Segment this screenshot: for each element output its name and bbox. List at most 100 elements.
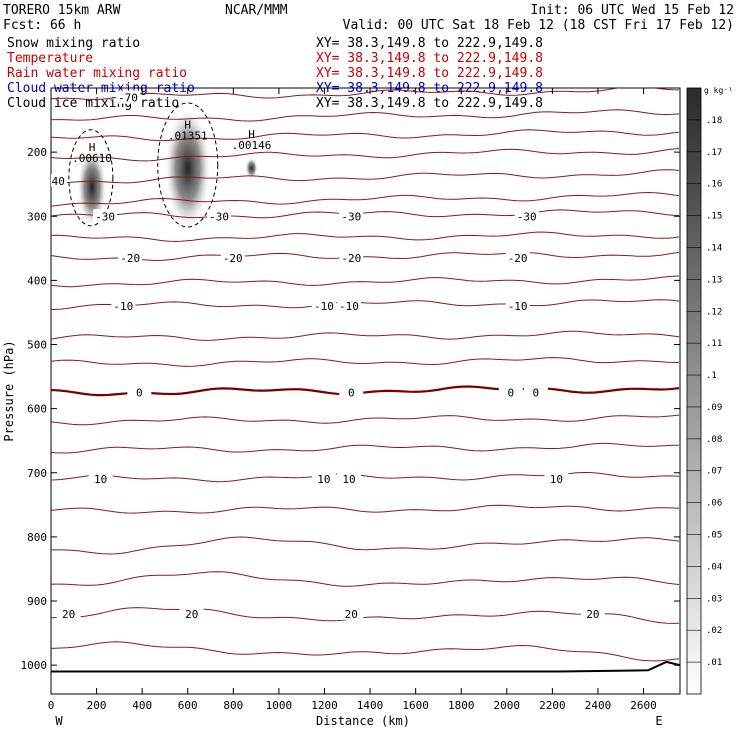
isotherm [51, 536, 680, 555]
isotherm-label-bg [115, 90, 140, 104]
isotherm-label: -30 [209, 210, 229, 223]
colorbar-tick-label: .18 [706, 116, 722, 126]
colorbar-tick-label: .07 [706, 467, 722, 477]
isotherm-label-bg [207, 209, 232, 223]
snow-max-value: .00146 [232, 139, 272, 152]
colorbar: g kg⁻¹ .01 .02 .03 .04 .05 .06 .07 .08 .09 .1 .11.… [686, 86, 733, 695]
colorbar-tick-label: .03 [706, 594, 722, 604]
isotherm-label-bg [220, 250, 245, 264]
field-label: Snow mixing ratio [7, 36, 140, 51]
y-tick-label: 700 [27, 467, 47, 480]
colorbar-tick-label: .16 [706, 180, 722, 190]
isotherm-label: 10 [550, 473, 563, 486]
x-tick-label: 2000 [494, 699, 521, 712]
field-xy: XY= 38.3,149.8 to 222.9,149.8 [316, 51, 543, 66]
snow-max-value: .00610 [72, 152, 112, 165]
isotherm [51, 330, 680, 341]
x-axis-title: Distance (km) [316, 714, 410, 728]
colorbar-unit: g kg⁻¹ [704, 86, 733, 95]
field-xy: XY= 38.3,149.8 to 222.9,149.8 [316, 66, 543, 81]
isotherm-label: 20 [185, 608, 198, 621]
snow-max-value: .01351 [168, 130, 208, 143]
isotherm-label: 10 [342, 473, 355, 486]
isotherm [51, 148, 680, 162]
colorbar-tick-label: .12 [706, 307, 722, 317]
isotherm [51, 129, 680, 142]
forecast-hour: Fcst: 66 h [3, 18, 81, 33]
colorbar-tick-label: .02 [706, 626, 722, 636]
colorbar-tick-label: .01 [706, 658, 722, 668]
colorbar-tick-label: .09 [706, 403, 722, 413]
freezing-isotherm [51, 385, 680, 397]
colorbar-tick-label: .1 [706, 371, 717, 381]
isotherm [51, 414, 680, 426]
isotherm [51, 88, 680, 100]
isotherm [51, 275, 680, 288]
snow-max-mark: H [89, 141, 96, 154]
field-label: Cloud ice mixing ratio [7, 96, 179, 111]
isotherm-label: -40 [45, 175, 65, 188]
isotherm-label-bg [88, 472, 113, 486]
x-tick-label: 1000 [266, 699, 293, 712]
x-tick-label: 1600 [402, 699, 429, 712]
isotherm-label: -20 [120, 252, 140, 265]
isotherm-label-bg [339, 606, 364, 620]
isotherm-label: 20 [62, 608, 75, 621]
isotherm [51, 442, 679, 454]
isotherm-label-bg [339, 209, 364, 223]
isotherm-label-bg [179, 606, 204, 620]
field-label: Rain water mixing ratio [7, 66, 187, 81]
isotherm-label: -10 [339, 300, 359, 313]
colorbar-tick-label: .15 [706, 212, 722, 222]
x-tick-label: 2400 [585, 699, 612, 712]
isotherm-label: -20 [223, 252, 243, 265]
isotherm-label-bg [336, 472, 361, 486]
x-tick-label: 1200 [311, 699, 338, 712]
isotherm [51, 169, 680, 184]
colorbar-tick-label: .13 [706, 275, 722, 285]
field-label: Temperature [7, 51, 93, 66]
isotherm [51, 109, 680, 122]
isotherm-label: 20 [586, 608, 599, 621]
isotherm [51, 251, 680, 262]
y-tick-label: 800 [27, 531, 47, 544]
isotherm-label: 10 [94, 473, 107, 486]
snow-max-mark: H [184, 119, 191, 132]
colorbar-tick-label: .08 [706, 435, 722, 445]
isotherm-label: -10 [113, 300, 133, 313]
isotherm [51, 191, 680, 207]
colorbar-tick-label: .17 [706, 148, 722, 158]
y-tick-label: 400 [27, 274, 47, 287]
isotherm-label: 0 [533, 387, 540, 400]
isotherm-label-bg [544, 472, 569, 486]
x-tick-label: 600 [178, 699, 198, 712]
isotherm-label: -20 [341, 252, 361, 265]
terrain-line [51, 660, 680, 673]
field-xy: XY= 38.3,149.8 to 222.9,149.8 [316, 36, 543, 51]
isotherm [51, 607, 680, 624]
model-title: TORERO 15km ARW [3, 3, 121, 18]
isotherm-label-bg [339, 385, 364, 399]
isotherm [51, 504, 680, 514]
y-tick-label: 1000 [21, 659, 48, 672]
isotherm-label: -70 [118, 92, 138, 105]
x-tick-label: 1400 [357, 699, 384, 712]
isotherm-label: -10 [508, 300, 528, 313]
isotherm-label: -30 [341, 210, 361, 223]
isotherm-label-bg [51, 173, 67, 187]
snow-shading [165, 110, 210, 227]
isotherm [51, 571, 680, 587]
x-axis-east-label: E [655, 714, 662, 728]
field-xy: XY= 38.3,149.8 to 222.9,149.8 [316, 96, 543, 111]
snow-shading [78, 149, 107, 226]
isotherm [51, 472, 680, 483]
isotherm-label-bg [111, 299, 136, 313]
colorbar-tick-label: .06 [706, 499, 722, 509]
isotherm-label: -20 [508, 252, 528, 265]
y-tick-label: 600 [27, 403, 47, 416]
y-tick-label: 300 [27, 210, 47, 223]
isotherm-label: 20 [345, 608, 358, 621]
colorbar-tick-label: .05 [706, 531, 722, 541]
y-tick-label: 500 [27, 339, 47, 352]
